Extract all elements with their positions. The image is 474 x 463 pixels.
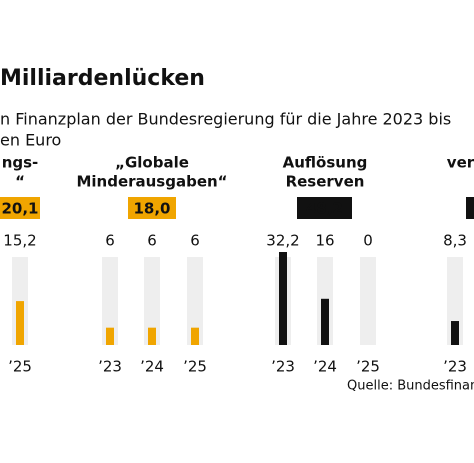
panel-title: ngs- [2, 154, 39, 172]
subtitle: n Finanzplan der Bundesregierung für die… [0, 110, 451, 129]
bar [279, 252, 287, 345]
panel-title: versa [447, 154, 474, 172]
bar-track [144, 257, 160, 345]
bar-track [360, 257, 376, 345]
value-label: 15,2 [3, 232, 36, 250]
total-label: 18,0 [133, 200, 170, 218]
x-tick-label: ’23 [98, 358, 122, 376]
value-label: 32,2 [266, 232, 299, 250]
bar [148, 327, 156, 345]
source: Quelle: Bundesfinan [347, 379, 474, 394]
x-tick-label: ’23 [271, 358, 295, 376]
value-label: 0 [363, 232, 373, 250]
total-box [466, 197, 474, 219]
title: Milliardenlücken [0, 66, 205, 91]
panel-title: Auflösung [283, 154, 368, 172]
x-tick-label: ’25 [8, 358, 32, 376]
total-box [128, 197, 176, 219]
value-label: 6 [190, 232, 200, 250]
x-tick-label: ’24 [313, 358, 337, 376]
bar-track [102, 257, 118, 345]
total-box [0, 197, 40, 219]
x-tick-label: ’25 [356, 358, 380, 376]
total-label: 20,1 [1, 200, 38, 218]
panel-title: Minderausgaben“ [76, 173, 227, 191]
subtitle: en Euro [0, 131, 61, 150]
bar [106, 327, 114, 345]
panel-title: „Globale [115, 154, 189, 172]
total-label: 48,2 [306, 200, 343, 218]
value-label: 6 [105, 232, 115, 250]
x-tick-label: ’24 [140, 358, 164, 376]
bar [16, 301, 24, 345]
panel-title: Reserven [286, 173, 365, 191]
value-label: 6 [147, 232, 157, 250]
value-label: 8,3 [443, 232, 467, 250]
panel-title: “ [15, 173, 25, 191]
bar [191, 327, 199, 345]
x-tick-label: ’25 [183, 358, 207, 376]
value-label: 16 [315, 232, 334, 250]
bar-track [187, 257, 203, 345]
bar [451, 321, 459, 345]
bar [321, 298, 329, 345]
x-tick-label: ’23 [443, 358, 467, 376]
total-box [297, 197, 352, 219]
